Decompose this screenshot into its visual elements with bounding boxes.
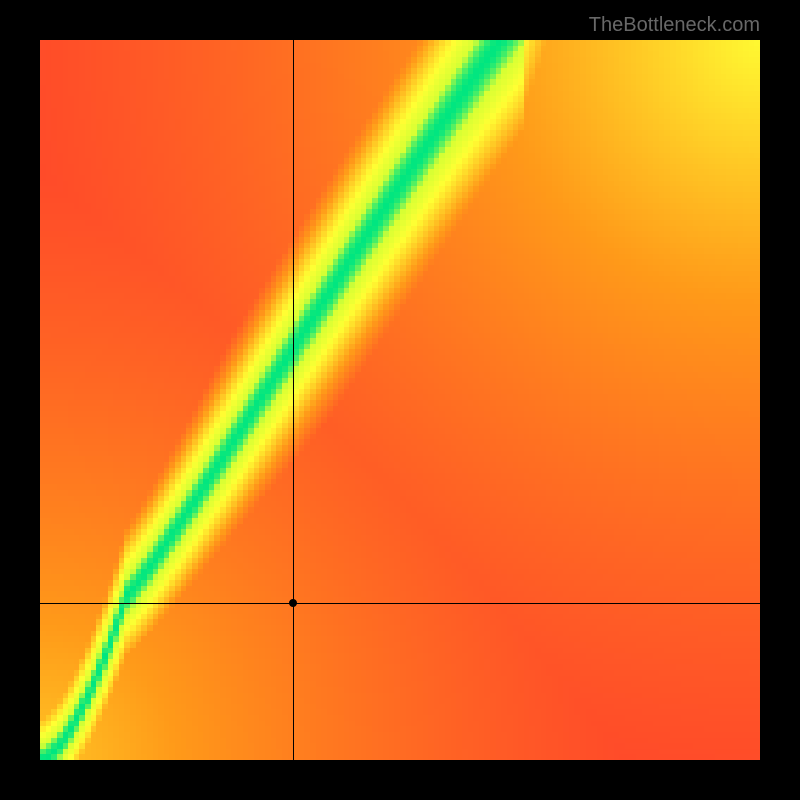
- bottleneck-heatmap: [40, 40, 760, 760]
- chart-container: TheBottleneck.com: [0, 0, 800, 800]
- crosshair-marker: [289, 599, 297, 607]
- crosshair-vertical: [293, 40, 294, 760]
- crosshair-horizontal: [40, 603, 760, 604]
- watermark-text: TheBottleneck.com: [589, 14, 760, 37]
